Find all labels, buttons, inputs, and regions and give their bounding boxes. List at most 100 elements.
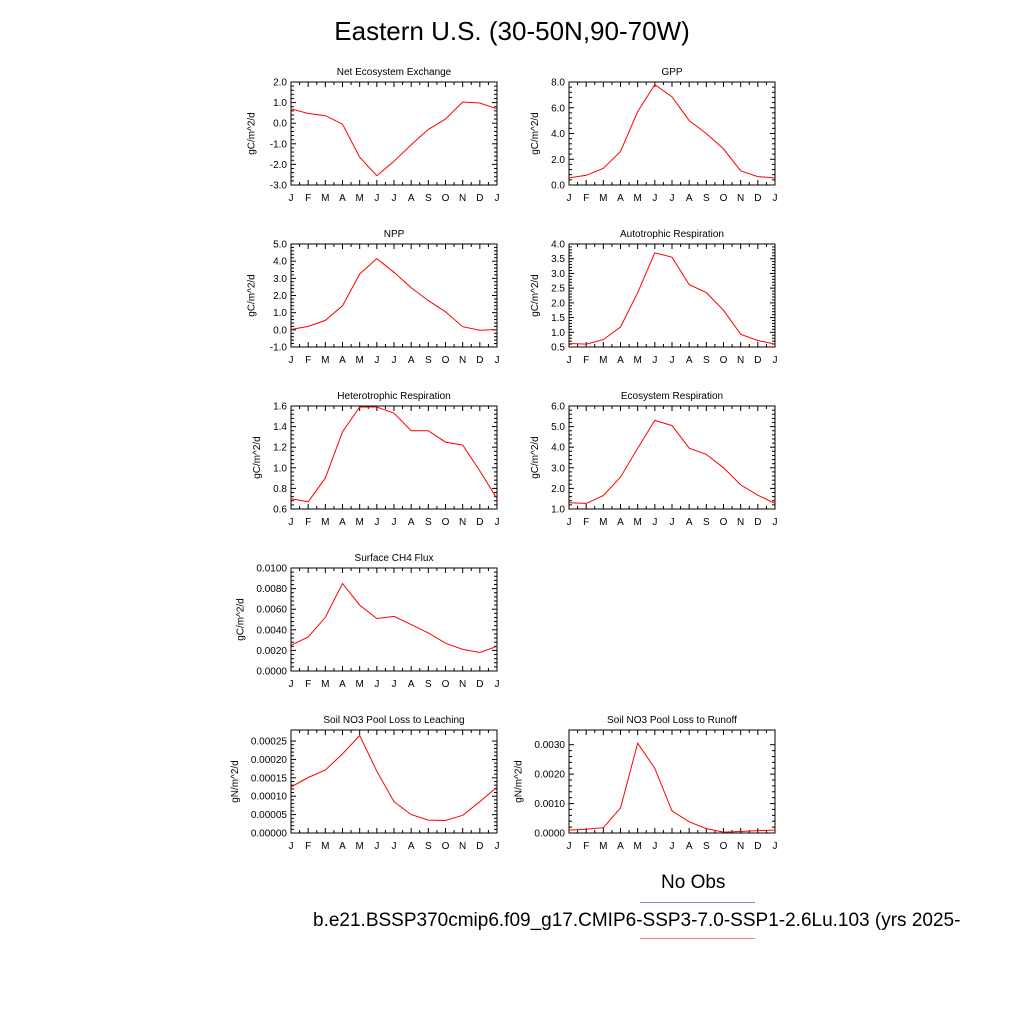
x-tick-label: J	[567, 355, 572, 366]
x-tick-label: A	[339, 517, 346, 528]
x-tick-label: J	[289, 355, 294, 366]
x-tick-label: S	[703, 517, 710, 528]
x-tick-label: J	[374, 355, 379, 366]
x-tick-label: A	[686, 841, 693, 852]
y-axis-label: gC/m^2/d	[247, 112, 258, 155]
x-tick-label: J	[670, 193, 675, 204]
x-tick-label: M	[355, 517, 363, 528]
y-tick-label: 1.0	[551, 505, 565, 516]
x-tick-label: J	[652, 841, 657, 852]
y-tick-label: 0.00025	[251, 737, 288, 748]
x-tick-label: J	[670, 841, 675, 852]
x-tick-label: S	[703, 355, 710, 366]
y-tick-label: 1.0	[551, 328, 565, 339]
x-tick-label: F	[305, 679, 311, 690]
x-tick-label: M	[599, 355, 607, 366]
x-tick-label: D	[754, 193, 761, 204]
y-tick-label: 1.0	[273, 463, 287, 474]
x-tick-label: M	[321, 193, 329, 204]
chart-title: Soil NO3 Pool Loss to Runoff	[607, 715, 737, 726]
plot-frame	[568, 405, 776, 510]
y-tick-label: 5.0	[551, 422, 565, 433]
y-tick-label: 0.0	[551, 181, 565, 192]
x-tick-label: M	[355, 193, 363, 204]
x-tick-label: A	[686, 193, 693, 204]
x-tick-label: J	[652, 355, 657, 366]
x-tick-label: S	[425, 355, 432, 366]
y-axis-label: gC/m^2/d	[530, 436, 541, 479]
y-tick-label: 0.5	[551, 343, 565, 354]
y-tick-label: 6.0	[551, 103, 565, 114]
x-tick-label: M	[633, 841, 641, 852]
y-tick-label: 0.0100	[256, 564, 287, 575]
y-tick-label: 1.4	[273, 422, 287, 433]
y-tick-label: 4.0	[273, 257, 287, 268]
y-tick-label: 1.2	[273, 443, 287, 454]
x-tick-label: A	[408, 193, 415, 204]
x-tick-label: J	[374, 679, 379, 690]
x-tick-label: F	[305, 841, 311, 852]
plot-frame	[290, 405, 498, 510]
x-tick-label: M	[321, 679, 329, 690]
x-tick-label: J	[567, 193, 572, 204]
y-tick-label: 0.0000	[256, 667, 287, 678]
x-tick-label: M	[633, 355, 641, 366]
x-tick-label: O	[720, 193, 728, 204]
series-line	[290, 406, 498, 503]
x-tick-label: O	[720, 841, 728, 852]
x-tick-label: N	[737, 517, 744, 528]
x-tick-label: D	[476, 841, 483, 852]
y-tick-label: 4.0	[551, 443, 565, 454]
x-tick-label: A	[408, 679, 415, 690]
x-tick-label: M	[599, 841, 607, 852]
y-tick-label: 4.0	[551, 129, 565, 140]
x-tick-label: S	[425, 841, 432, 852]
x-tick-label: S	[425, 679, 432, 690]
x-tick-label: N	[459, 193, 466, 204]
x-tick-label: J	[374, 517, 379, 528]
chart-title: GPP	[661, 67, 682, 78]
y-tick-label: 0.6	[273, 505, 287, 516]
x-tick-label: A	[339, 355, 346, 366]
x-tick-label: J	[495, 193, 500, 204]
x-tick-label: M	[355, 355, 363, 366]
x-tick-label: J	[392, 517, 397, 528]
x-tick-label: D	[754, 517, 761, 528]
x-tick-label: A	[686, 517, 693, 528]
x-tick-label: O	[442, 517, 450, 528]
x-tick-label: N	[737, 841, 744, 852]
x-tick-label: M	[355, 841, 363, 852]
plot-frame	[290, 567, 498, 672]
y-tick-label: 3.5	[551, 254, 565, 265]
y-tick-label: 0.8	[273, 484, 287, 495]
x-tick-label: J	[773, 355, 778, 366]
y-tick-label: 0.00010	[251, 792, 288, 803]
x-tick-label: S	[703, 841, 710, 852]
x-tick-label: N	[459, 679, 466, 690]
x-tick-label: J	[289, 679, 294, 690]
series-line	[568, 83, 776, 179]
legend-case-label: b.e21.BSSP370cmip6.f09_g17.CMIP6-SSP3-7.…	[313, 910, 961, 931]
y-tick-label: 1.6	[273, 402, 287, 413]
x-tick-label: N	[459, 355, 466, 366]
x-tick-label: J	[392, 679, 397, 690]
x-tick-label: A	[617, 517, 624, 528]
x-tick-label: O	[442, 679, 450, 690]
x-tick-label: D	[754, 841, 761, 852]
y-tick-label: 2.0	[273, 78, 287, 89]
y-tick-label: 0.0020	[534, 770, 565, 781]
x-tick-label: F	[583, 517, 589, 528]
x-tick-label: J	[670, 517, 675, 528]
y-axis-label: gC/m^2/d	[247, 274, 258, 317]
series-line	[568, 419, 776, 504]
chart-title: Soil NO3 Pool Loss to Leaching	[323, 715, 464, 726]
legend-obs-label: No Obs	[661, 872, 726, 893]
y-tick-label: 0.0030	[534, 740, 565, 751]
